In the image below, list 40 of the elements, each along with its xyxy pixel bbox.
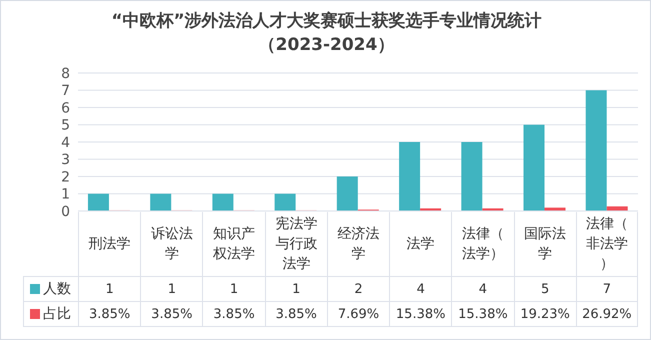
data-label: 3.85% <box>202 301 265 326</box>
data-label: 2 <box>326 276 390 301</box>
y-tick-label: 5 <box>61 118 70 134</box>
chart-title: “中欧杯”涉外法治人才大奖赛硕士获奖选手专业情况统计 <box>110 10 543 33</box>
data-label: 1 <box>140 276 202 301</box>
y-tick-label: 0 <box>61 204 70 220</box>
x-tick-label: 诉讼法学 <box>150 225 193 264</box>
x-tick-label: 知识产权法学 <box>213 225 256 264</box>
y-tick-label: 6 <box>61 100 70 116</box>
x-tick-label: 国际法学 <box>524 225 566 264</box>
x-tick-label: 法律（法学） <box>462 225 504 264</box>
data-label: 3.85% <box>264 301 327 326</box>
legend-label: 人数 <box>43 280 71 298</box>
x-tick-label: 法律（非法学） <box>586 215 628 274</box>
x-tick-label: 法学 <box>406 235 435 254</box>
data-label: 4 <box>389 276 452 301</box>
data-label: 3.85% <box>140 301 202 326</box>
y-tick-label: 7 <box>61 83 70 100</box>
data-label: 15.38% <box>389 301 452 326</box>
y-tick-label: 2 <box>61 169 70 186</box>
data-label: 5 <box>514 276 576 301</box>
data-label: 26.92% <box>576 301 638 326</box>
data-label: 15.38% <box>451 301 514 326</box>
x-tick-label: 刑法学 <box>88 235 131 254</box>
y-tick-label: 1 <box>61 186 70 203</box>
legend-label: 占比 <box>43 305 71 323</box>
data-label: 4 <box>451 276 514 301</box>
data-label: 7.69% <box>326 301 390 326</box>
y-tick-label: 8 <box>61 66 70 82</box>
chart-subtitle: （2023-2024） <box>258 34 396 57</box>
x-tick-label: 经济法学 <box>337 225 380 264</box>
y-tick-label: 3 <box>61 152 70 168</box>
data-label: 1 <box>264 276 327 301</box>
x-tick-label: 宪法学与行政法学 <box>275 215 318 274</box>
data-label: 1 <box>78 276 140 301</box>
data-label: 3.85% <box>78 301 140 326</box>
y-tick-label: 4 <box>61 134 70 151</box>
data-label: 19.23% <box>514 301 576 326</box>
data-label: 7 <box>576 276 638 301</box>
data-label: 1 <box>202 276 265 301</box>
